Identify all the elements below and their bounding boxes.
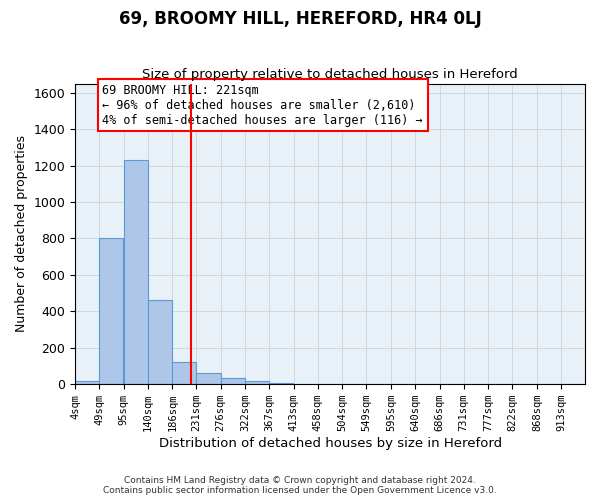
Y-axis label: Number of detached properties: Number of detached properties	[15, 136, 28, 332]
Bar	[124, 160, 148, 384]
Bar	[99, 238, 123, 384]
X-axis label: Distribution of detached houses by size in Hereford: Distribution of detached houses by size …	[158, 437, 502, 450]
Text: Contains HM Land Registry data © Crown copyright and database right 2024.
Contai: Contains HM Land Registry data © Crown c…	[103, 476, 497, 495]
Bar	[75, 380, 99, 384]
Bar	[196, 374, 221, 384]
Bar	[245, 380, 269, 384]
Bar	[172, 362, 196, 384]
Bar	[221, 378, 245, 384]
Text: 69, BROOMY HILL, HEREFORD, HR4 0LJ: 69, BROOMY HILL, HEREFORD, HR4 0LJ	[119, 10, 481, 28]
Bar	[148, 300, 172, 384]
Text: 69 BROOMY HILL: 221sqm
← 96% of detached houses are smaller (2,610)
4% of semi-d: 69 BROOMY HILL: 221sqm ← 96% of detached…	[103, 84, 423, 126]
Title: Size of property relative to detached houses in Hereford: Size of property relative to detached ho…	[142, 68, 518, 81]
